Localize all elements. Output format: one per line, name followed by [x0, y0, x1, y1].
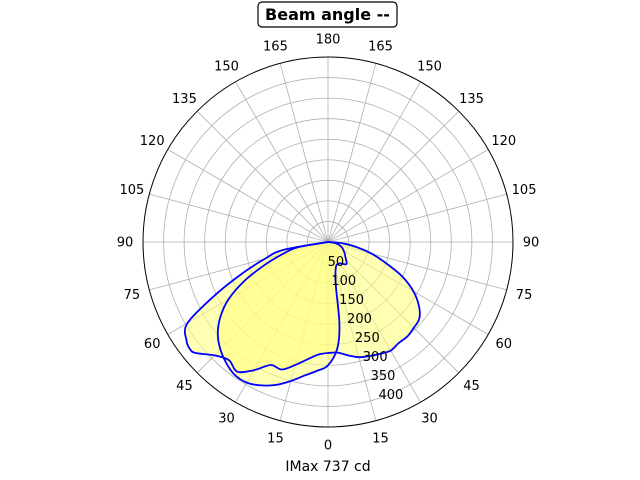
angle-grid-line	[327, 149, 489, 243]
angle-tick-label: 45	[176, 379, 193, 394]
angle-tick-label: 75	[124, 288, 141, 303]
angle-tick-label: 180	[316, 33, 341, 48]
radial-tick-label: 50	[328, 255, 345, 270]
radial-tick-label: 300	[363, 350, 388, 365]
series-line-1	[183, 241, 421, 374]
angle-tick-label: 135	[172, 92, 197, 107]
angle-tick-label: 60	[496, 337, 513, 352]
angle-tick-label: 165	[263, 39, 288, 54]
angle-tick-label: 60	[144, 337, 161, 352]
angle-tick-label: 150	[214, 60, 239, 75]
angle-grid-line	[327, 193, 507, 243]
angle-grid-line	[167, 149, 329, 243]
angle-grid-line	[327, 81, 421, 243]
outer-circle	[142, 56, 514, 428]
angle-tick-labels: 0 15 30 45 60 75 90 105 120 135 150 165 180 165 150 135…	[117, 33, 540, 454]
title-box	[257, 1, 398, 28]
angle-tick-label: 150	[417, 60, 442, 75]
angle-tick-label: 165	[368, 39, 393, 54]
angle-tick-label: 135	[459, 92, 484, 107]
radial-tick-label: 200	[347, 312, 372, 327]
angle-tick-label: 105	[512, 183, 537, 198]
angle-tick-label: 90	[523, 236, 540, 251]
angle-tick-label: 30	[421, 411, 438, 426]
title-text: Beam angle --	[265, 5, 390, 24]
angle-grid-line	[327, 63, 377, 243]
angle-tick-label: 120	[140, 134, 165, 149]
series-line-2	[216, 241, 348, 387]
radial-tick-label: 150	[339, 293, 364, 308]
angle-grid-line	[235, 81, 329, 243]
angle-tick-label: 15	[267, 432, 284, 447]
angle-tick-label: 75	[516, 288, 533, 303]
radial-tick-label: 100	[331, 274, 356, 289]
angle-grid-line	[149, 193, 329, 243]
angle-tick-label: 0	[324, 439, 332, 454]
radial-tick-labels: 50 100 150 200 250 300 350 400	[328, 255, 404, 403]
angle-grid-line	[327, 110, 460, 243]
angle-tick-label: 105	[120, 183, 145, 198]
angle-grid-line	[196, 110, 329, 243]
chart-title: Beam angle --	[257, 1, 398, 28]
fill-layer	[184, 242, 420, 386]
radial-tick-label: 250	[355, 331, 380, 346]
angle-tick-label: 90	[117, 236, 134, 251]
radial-tick-label: 350	[371, 369, 396, 384]
angle-tick-label: 120	[491, 134, 516, 149]
radial-tick-label: 400	[379, 388, 404, 403]
angle-tick-label: 45	[463, 379, 480, 394]
line-layer	[183, 241, 421, 387]
x-axis-label: IMax 737 cd	[285, 459, 370, 475]
angle-tick-label: 30	[218, 411, 235, 426]
angle-tick-label: 15	[372, 432, 389, 447]
angle-grid-line	[279, 63, 329, 243]
series-fill-2	[217, 242, 347, 386]
